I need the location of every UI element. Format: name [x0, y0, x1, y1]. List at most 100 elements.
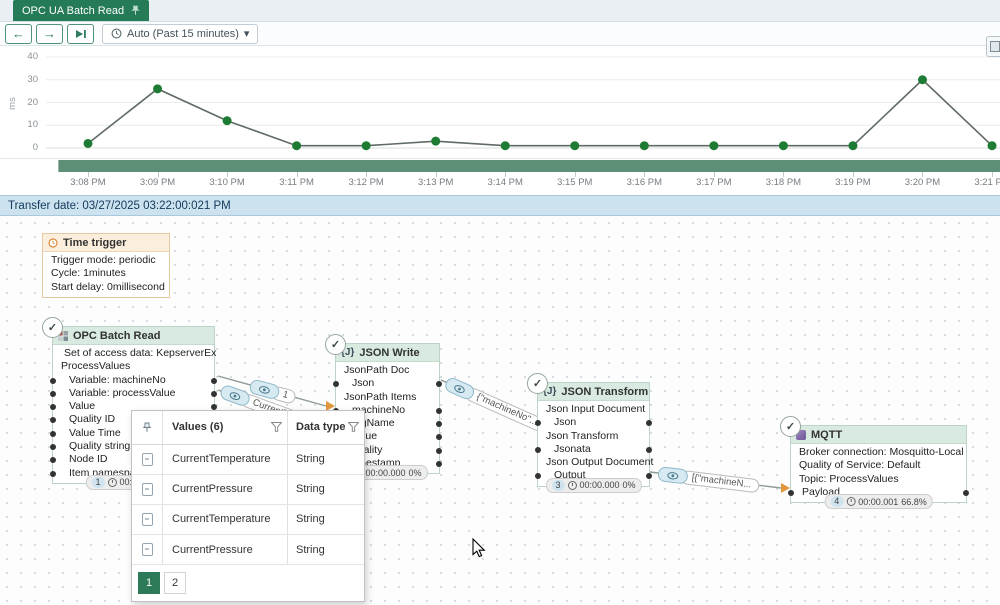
range-slider-track — [0, 158, 1000, 172]
x-tick-mark — [852, 172, 854, 177]
stats-time: 00:00.000 — [365, 467, 406, 478]
table-row[interactable]: CurrentTemperature String — [132, 504, 364, 535]
wire-arrow-mqtt — [781, 483, 790, 493]
jt-row: Json Output Document — [546, 456, 654, 469]
row-pin-cell — [132, 505, 162, 534]
json-icon: {J} — [341, 347, 355, 358]
node-title: JSON Transform — [561, 385, 649, 398]
x-tick-label: 3:11 PM — [279, 177, 314, 188]
stats-count: 4 — [830, 496, 844, 508]
x-tick-label: 3:19 PM — [835, 177, 871, 188]
jt-row-port: Json — [535, 416, 652, 429]
forward-button[interactable]: → — [36, 23, 63, 44]
tab-opc-ua-batch-read[interactable]: OPC UA Batch Read — [13, 0, 150, 21]
chart-plot — [46, 56, 1000, 151]
opc-row-port: Quality ID — [50, 413, 211, 426]
wire-preview-3[interactable]: {"machineNo"... — [442, 375, 548, 434]
pin-icon[interactable] — [131, 5, 140, 16]
jt-row-port: Jsonata — [535, 443, 652, 456]
skip-to-end-icon — [75, 29, 86, 38]
mqtt-row: Topic: ProcessValues — [799, 472, 899, 485]
tag-icon — [141, 512, 153, 526]
node-opc-header: OPC Batch Read — [53, 327, 214, 345]
y-tick-label: 40 — [27, 51, 38, 62]
page-button-1[interactable]: 1 — [138, 572, 160, 595]
stats-percent: 0% — [408, 467, 422, 478]
mqtt-row: Quality of Service: Default — [799, 459, 921, 472]
status-check-icon: ✓ — [780, 416, 801, 437]
back-icon: ← — [12, 26, 25, 41]
jt-row: Json Transform — [546, 429, 619, 442]
skip-to-latest-button[interactable] — [67, 23, 94, 44]
jw-row: JsonPath Items — [344, 390, 417, 403]
range-slider[interactable] — [55, 160, 1000, 172]
node-json-write-header: {J} JSON Write — [336, 344, 439, 362]
y-tick-label: 30 — [27, 73, 38, 85]
wire-preview-2[interactable]: CurrentTe... — [218, 383, 310, 429]
node-body: Json Input Document Json Json Transform … — [535, 401, 654, 486]
values-popup-header: Values (6) Data type — [132, 411, 364, 445]
trigger-row-delay: Start delay: 0millisecond — [51, 280, 165, 293]
table-row[interactable]: CurrentTemperature String — [132, 444, 364, 475]
pin-column-header[interactable] — [132, 411, 162, 444]
partial-button-icon — [990, 41, 1000, 52]
toolbar: ← → Auto (Past 15 minutes) ▾ — [0, 22, 1000, 46]
node-stats: 3 00:00.000 0% — [545, 477, 642, 493]
partial-button[interactable] — [986, 36, 1000, 57]
flow-canvas[interactable]: 1 CurrentTe... {"machineNo"... [{"machin… — [0, 216, 1000, 605]
y-tick-label: 0 — [32, 142, 38, 153]
x-tick-label: 3:10 PM — [209, 177, 245, 188]
row-pin-cell — [132, 475, 162, 504]
node-stats: 4 00:00.001 66.8% — [824, 494, 933, 510]
wire-arrow-json-write — [326, 401, 335, 411]
x-tick-label: 3:12 PM — [348, 177, 384, 188]
back-button[interactable]: ← — [5, 23, 32, 44]
mouse-cursor — [472, 538, 486, 558]
x-tick-label: 3:13 PM — [417, 177, 454, 188]
time-range-dropdown[interactable]: Auto (Past 15 minutes) ▾ — [102, 23, 259, 44]
chevron-down-icon: ▾ — [243, 28, 250, 40]
value-cell: CurrentPressure — [162, 474, 287, 504]
json-icon: {J} — [543, 386, 557, 397]
values-column-title: Values (6) — [172, 421, 224, 434]
time-range-value: Auto (Past 15 minutes) — [127, 27, 239, 40]
status-check-icon: ✓ — [325, 334, 346, 355]
x-tick-mark — [783, 172, 785, 177]
table-row[interactable]: CurrentPressure String — [132, 534, 364, 566]
range-slider-handle[interactable] — [55, 160, 59, 172]
opc-row-port: Node ID — [50, 453, 211, 466]
opc-row-port: Value — [50, 400, 217, 413]
x-tick-mark — [157, 172, 159, 177]
filter-icon[interactable] — [348, 422, 359, 433]
pin-icon — [143, 422, 151, 432]
tag-icon — [141, 482, 153, 496]
jt-row: Json Input Document — [546, 403, 646, 415]
table-row[interactable]: CurrentPressure String — [132, 474, 364, 505]
opc-row-port: Value Time — [50, 427, 211, 440]
trigger-row-cycle: Cycle: 1minutes — [51, 267, 126, 280]
forward-icon: → — [43, 26, 56, 41]
type-cell: String — [287, 444, 364, 474]
page-button-2[interactable]: 2 — [164, 572, 186, 595]
x-tick-mark — [296, 172, 298, 177]
eye-icon — [218, 383, 252, 408]
node-json-transform[interactable]: ✓ {J} JSON Transform Json Input Document… — [527, 373, 654, 493]
x-tick-mark — [227, 172, 229, 177]
node-time-trigger-header: Time trigger — [43, 234, 169, 252]
type-cell: String — [287, 504, 364, 534]
mqtt-icon — [796, 429, 806, 440]
x-tick-label: 3:18 PM — [765, 177, 802, 188]
trigger-clock-icon — [48, 237, 58, 248]
jw-row: JsonPath Doc — [344, 364, 410, 376]
wire-preview-1[interactable]: 1 — [248, 378, 298, 405]
values-popup: Values (6) Data type CurrentTemperature … — [131, 410, 365, 602]
node-time-trigger[interactable]: Time trigger Trigger mode: periodic Cycl… — [42, 233, 170, 298]
trigger-row-mode: Trigger mode: periodic — [51, 254, 156, 266]
x-tick-label: 3:15 PM — [557, 177, 593, 188]
wire-preview-4[interactable]: [{"machineN... — [657, 466, 760, 493]
node-mqtt[interactable]: ✓ MQTT Broker connection: Mosquitto-Loca… — [780, 416, 969, 510]
x-tick-label: 3:17 PM — [696, 177, 732, 188]
filter-icon[interactable] — [271, 422, 282, 433]
tag-icon — [141, 452, 153, 466]
clock-icon — [111, 28, 122, 39]
